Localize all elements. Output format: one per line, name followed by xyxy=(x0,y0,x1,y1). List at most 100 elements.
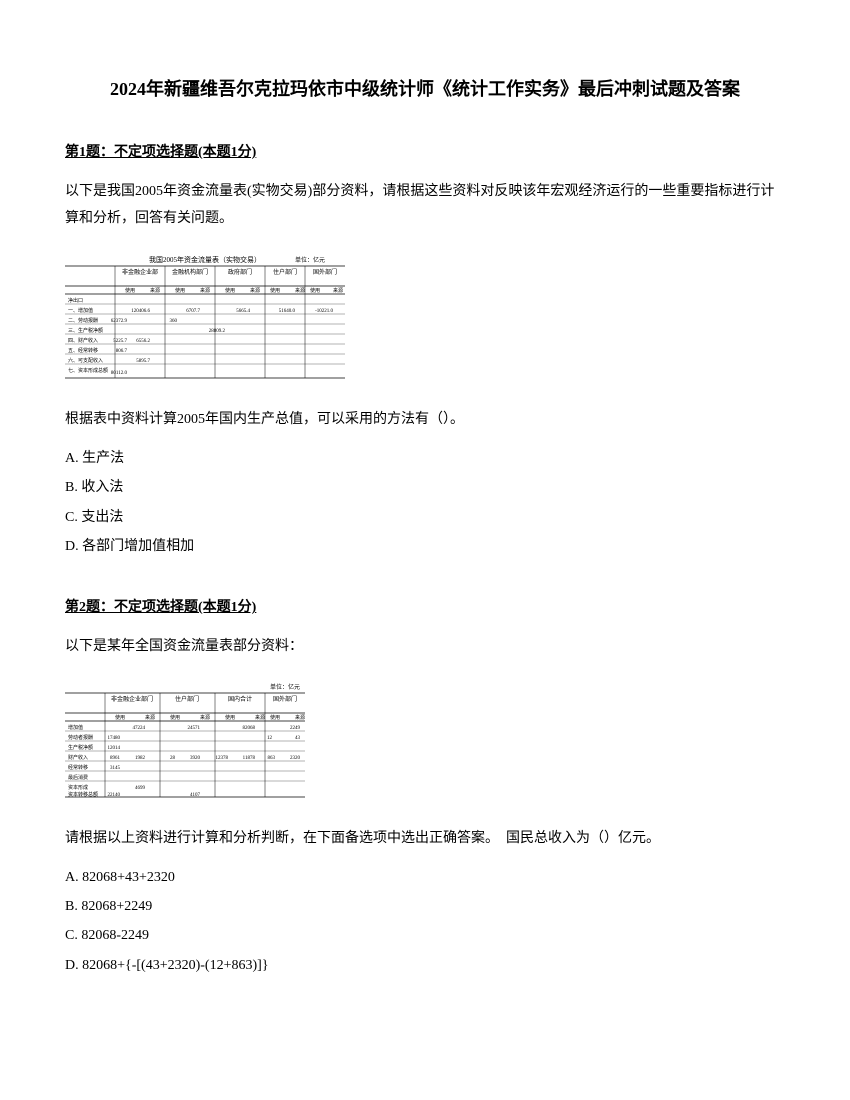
svg-text:62372.9: 62372.9 xyxy=(111,319,128,324)
svg-text:净出口: 净出口 xyxy=(68,297,83,304)
q2-option-b: B. 82068+2249 xyxy=(65,892,785,921)
svg-text:使用: 使用 xyxy=(270,714,280,721)
svg-text:资本形成: 资本形成 xyxy=(68,784,88,791)
svg-text:51640.0: 51640.0 xyxy=(279,309,296,314)
svg-text:三、生产税净额: 三、生产税净额 xyxy=(68,327,103,334)
svg-text:使用: 使用 xyxy=(115,714,125,721)
svg-text:增加值: 增加值 xyxy=(68,724,83,731)
svg-text:使用: 使用 xyxy=(225,287,235,294)
document-title: 2024年新疆维吾尔克拉玛依市中级统计师《统计工作实务》最后冲刺试题及答案 xyxy=(65,75,785,101)
svg-text:47224: 47224 xyxy=(133,726,146,731)
svg-text:806.7: 806.7 xyxy=(116,349,128,354)
q1-post-table-text: 根据表中资料计算2005年国内生产总值，可以采用的方法有（）。 xyxy=(65,407,785,434)
svg-text:80112.0: 80112.0 xyxy=(111,371,128,376)
svg-text:使用: 使用 xyxy=(175,287,185,294)
svg-text:2249: 2249 xyxy=(290,726,301,731)
svg-text:3145: 3145 xyxy=(110,766,121,771)
q1-body: 以下是我国2005年资金流量表(实物交易)部分资料，请根据这些资料对反映该年宏观… xyxy=(65,179,785,232)
svg-text:12378: 12378 xyxy=(216,756,229,761)
svg-text:来源: 来源 xyxy=(145,714,155,721)
q1-option-a: A. 生产法 xyxy=(65,444,785,473)
svg-text:来源: 来源 xyxy=(200,287,210,294)
svg-text:使用: 使用 xyxy=(125,287,135,294)
svg-text:5225.7: 5225.7 xyxy=(113,339,127,344)
svg-text:120406.6: 120406.6 xyxy=(131,309,150,314)
svg-text:360: 360 xyxy=(170,319,178,324)
svg-text:住户部门: 住户部门 xyxy=(273,268,297,276)
svg-text:12014: 12014 xyxy=(108,746,121,751)
svg-text:国内合计: 国内合计 xyxy=(228,695,252,703)
svg-text:43: 43 xyxy=(295,736,301,741)
svg-text:最后消费: 最后消费 xyxy=(68,774,88,781)
svg-text:金融机构部门: 金融机构部门 xyxy=(172,268,208,276)
svg-text:82068: 82068 xyxy=(243,726,256,731)
svg-text:我国2005年资金流量表（实物交易）: 我国2005年资金流量表（实物交易） xyxy=(149,255,261,264)
q1-table-figure: 我国2005年资金流量表（实物交易） 单位：亿元 非金融企业部 金融机构部门 政… xyxy=(65,252,785,382)
svg-text:二、劳动报酬: 二、劳动报酬 xyxy=(68,317,98,324)
svg-text:国外部门: 国外部门 xyxy=(313,268,337,276)
svg-text:28: 28 xyxy=(170,756,176,761)
svg-text:住户部门: 住户部门 xyxy=(175,695,199,703)
question-1: 第1题：不定项选择题(本题1分) 以下是我国2005年资金流量表(实物交易)部分… xyxy=(65,141,785,561)
q2-body: 以下是某年全国资金流量表部分资料： xyxy=(65,634,785,661)
svg-text:七、资本形成总额: 七、资本形成总额 xyxy=(68,367,108,374)
svg-text:使用: 使用 xyxy=(225,714,235,721)
q2-table-figure: 单位：亿元 非金融企业部门 住户部门 国内合计 国外部门 使用来源 使用来源 使… xyxy=(65,681,785,801)
q2-option-c: C. 82068-2249 xyxy=(65,921,785,950)
svg-text:使用: 使用 xyxy=(170,714,180,721)
svg-text:6707.7: 6707.7 xyxy=(186,309,200,314)
svg-text:11878: 11878 xyxy=(243,756,256,761)
svg-text:来源: 来源 xyxy=(295,287,305,294)
q2-header: 第2题：不定项选择题(本题1分) xyxy=(65,596,785,616)
svg-text:来源: 来源 xyxy=(295,714,305,721)
svg-text:使用: 使用 xyxy=(310,287,320,294)
q2-option-a: A. 82068+43+2320 xyxy=(65,863,785,892)
svg-text:非金融企业部门: 非金融企业部门 xyxy=(111,695,153,703)
svg-text:863: 863 xyxy=(268,756,276,761)
svg-text:4107: 4107 xyxy=(190,793,201,798)
svg-text:12: 12 xyxy=(267,736,273,741)
svg-text:生产税净额: 生产税净额 xyxy=(68,744,93,751)
svg-text:2320: 2320 xyxy=(290,756,301,761)
svg-text:劳动者报酬: 劳动者报酬 xyxy=(68,734,93,741)
svg-text:28809.2: 28809.2 xyxy=(209,329,226,334)
svg-text:资本转移总额: 资本转移总额 xyxy=(68,791,98,798)
svg-text:3920: 3920 xyxy=(190,756,201,761)
q1-options: A. 生产法 B. 收入法 C. 支出法 D. 各部门增加值相加 xyxy=(65,444,785,562)
svg-text:单位：亿元: 单位：亿元 xyxy=(270,683,300,691)
svg-text:来源: 来源 xyxy=(250,287,260,294)
svg-text:财产收入: 财产收入 xyxy=(68,754,88,761)
svg-text:非金融企业部: 非金融企业部 xyxy=(122,268,158,276)
svg-text:17480: 17480 xyxy=(108,736,121,741)
q1-option-d: D. 各部门增加值相加 xyxy=(65,532,785,561)
q1-option-c: C. 支出法 xyxy=(65,503,785,532)
svg-text:24571: 24571 xyxy=(188,726,201,731)
svg-text:来源: 来源 xyxy=(333,287,343,294)
svg-text:4699: 4699 xyxy=(135,786,146,791)
question-2: 第2题：不定项选择题(本题1分) 以下是某年全国资金流量表部分资料： 单位：亿元… xyxy=(65,596,785,980)
svg-text:来源: 来源 xyxy=(150,287,160,294)
svg-text:一、增加值: 一、增加值 xyxy=(68,307,93,314)
svg-text:来源: 来源 xyxy=(255,714,265,721)
q2-options: A. 82068+43+2320 B. 82068+2249 C. 82068-… xyxy=(65,863,785,981)
svg-text:六、可支配收入: 六、可支配收入 xyxy=(68,357,103,364)
q2-option-d: D. 82068+{-[(43+2320)-(12+863)]} xyxy=(65,951,785,980)
svg-text:5665.4: 5665.4 xyxy=(236,309,250,314)
svg-text:来源: 来源 xyxy=(200,714,210,721)
svg-text:使用: 使用 xyxy=(270,287,280,294)
svg-text:8961: 8961 xyxy=(110,756,121,761)
svg-text:1982: 1982 xyxy=(135,756,146,761)
svg-text:政府部门: 政府部门 xyxy=(228,268,252,276)
svg-text:-10221.0: -10221.0 xyxy=(315,309,333,314)
svg-text:5895.7: 5895.7 xyxy=(136,359,150,364)
svg-text:五、经常转移: 五、经常转移 xyxy=(68,347,98,354)
svg-text:6556.2: 6556.2 xyxy=(136,339,150,344)
svg-text:四、财产收入: 四、财产收入 xyxy=(68,337,98,344)
svg-text:22140: 22140 xyxy=(108,793,121,798)
svg-text:国外部门: 国外部门 xyxy=(273,695,297,703)
svg-text:经常转移: 经常转移 xyxy=(68,764,88,771)
q1-header: 第1题：不定项选择题(本题1分) xyxy=(65,141,785,161)
q2-post-table-text: 请根据以上资料进行计算和分析判断，在下面备选项中选出正确答案。 国民总收入为（）… xyxy=(65,826,785,853)
svg-text:单位：亿元: 单位：亿元 xyxy=(295,256,325,264)
q1-option-b: B. 收入法 xyxy=(65,473,785,502)
